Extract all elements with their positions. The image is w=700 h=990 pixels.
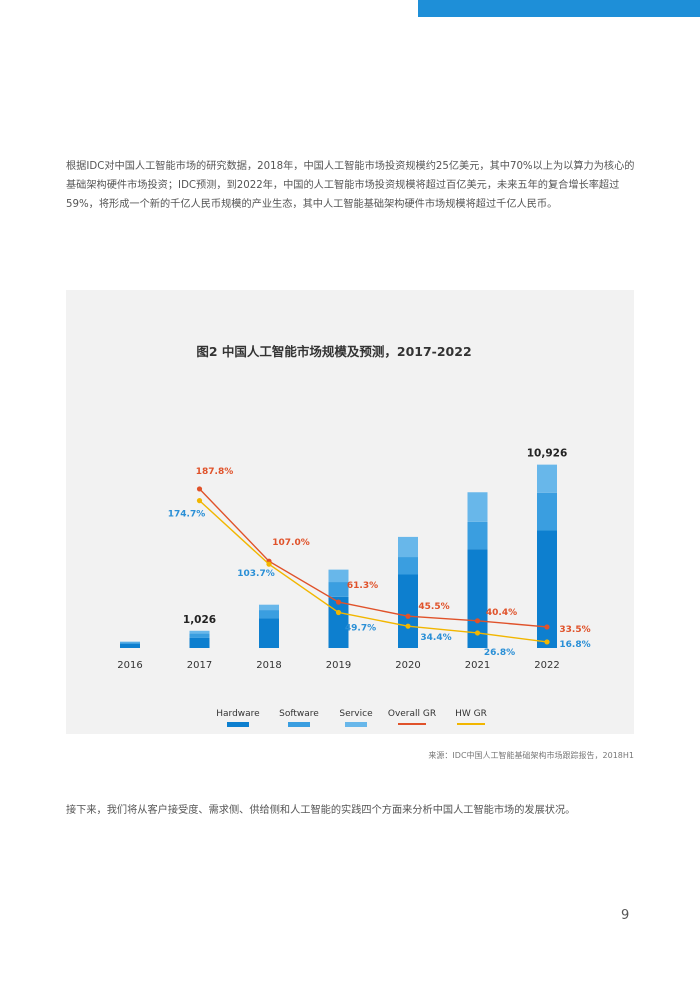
bar-service-2016 — [120, 641, 140, 643]
hw-gr-label-2017: 174.7% — [168, 510, 206, 520]
x-tick-label: 2022 — [534, 660, 559, 671]
total-label-2022: 10,926 — [527, 448, 568, 460]
overall-gr-point-2019 — [335, 599, 342, 605]
bar-service-2018 — [259, 604, 279, 611]
page-number: 9 — [621, 908, 630, 923]
bar-hardware-2017 — [189, 637, 210, 648]
bar-hardware-2020 — [398, 574, 418, 648]
bar-software-2022 — [537, 492, 557, 531]
intro-paragraph: 根据IDC对中国人工智能市场的研究数据，2018年，中国人工智能市场投资规模约2… — [66, 161, 635, 211]
hw-gr-point-2018 — [266, 561, 272, 567]
hw-gr-label-2020: 34.4% — [420, 633, 451, 643]
overall-gr-label-2020: 45.5% — [418, 602, 449, 612]
bar-software-2018 — [259, 610, 279, 619]
x-tick-label: 2018 — [256, 660, 281, 671]
x-tick-label: 2021 — [465, 660, 490, 671]
bar-service-2020 — [398, 536, 418, 558]
hw-gr-label-2019: 49.7% — [345, 623, 376, 633]
bar-service-2017 — [189, 630, 210, 634]
outro-paragraph: 接下来，我们将从客户接受度、需求侧、供给侧和人工智能的实践四个方面来分析中国人工… — [66, 805, 576, 817]
hw-gr-label-2018: 103.7% — [237, 569, 275, 579]
hw-gr-point-2019 — [335, 609, 342, 616]
bar-hardware-2021 — [467, 549, 488, 648]
overall-gr-label-2021: 40.4% — [486, 608, 517, 618]
overall-gr-label-2018: 107.0% — [272, 538, 310, 548]
overall-gr-label-2019: 61.3% — [347, 581, 378, 591]
bar-software-2017 — [189, 633, 210, 638]
hw-gr-point-2021 — [474, 630, 481, 636]
x-tick-label: 2020 — [395, 660, 420, 671]
bar-service-2019 — [328, 569, 349, 583]
hw-gr-point-2022 — [544, 639, 550, 645]
legend-software-label: Software — [279, 709, 319, 719]
source-note: 来源：IDC中国人工智能基础架构市场跟踪报告，2018H1 — [428, 751, 634, 760]
bar-software-2020 — [398, 557, 418, 575]
overall-gr-point-2022 — [544, 624, 550, 630]
overall-gr-point-2017 — [196, 486, 203, 492]
top-accent-bar — [418, 0, 700, 17]
bar-software-2021 — [467, 521, 488, 550]
hw-gr-point-2017 — [196, 498, 203, 504]
bar-hardware-2022 — [537, 530, 557, 648]
legend-hardware-label: Hardware — [216, 709, 260, 719]
bar-service-2022 — [537, 464, 557, 493]
legend-service-swatch — [345, 722, 367, 727]
hw-gr-point-2020 — [405, 623, 411, 629]
bar-hardware-2016 — [120, 643, 140, 648]
overall-gr-label-2017: 187.8% — [196, 467, 234, 477]
bar-software-2016 — [120, 642, 140, 644]
overall-gr-line — [198, 488, 548, 628]
overall-gr-point-2020 — [405, 613, 411, 619]
bar-software-2019 — [328, 582, 349, 597]
overall-gr-label-2022: 33.5% — [559, 625, 590, 635]
hw-gr-label-2021: 26.8% — [484, 648, 515, 658]
legend-hw-gr-label: HW GR — [455, 709, 487, 719]
bar-service-2021 — [467, 492, 488, 522]
total-label-2017: 1,026 — [183, 614, 216, 626]
market-size-chart: 图2 中国人工智能市场规模及预测，2017-2022 1,026 10,926 18… — [117, 344, 591, 727]
legend-overall-gr-label: Overall GR — [388, 709, 436, 719]
bar-hardware-2018 — [259, 618, 279, 648]
overall-gr-point-2021 — [474, 618, 481, 624]
hw-gr-label-2022: 16.8% — [559, 640, 590, 650]
x-tick-label: 2016 — [117, 660, 142, 671]
legend-service-label: Service — [339, 709, 373, 719]
legend-hardware-swatch — [227, 722, 249, 727]
chart-title: 图2 中国人工智能市场规模及预测，2017-2022 — [196, 344, 471, 359]
legend-software-swatch — [288, 722, 310, 727]
x-tick-label: 2017 — [187, 660, 212, 671]
chart-panel: 图2 中国人工智能市场规模及预测，2017-2022 1,026 10,926 18… — [66, 290, 634, 734]
hw-gr-line — [199, 500, 548, 643]
x-tick-label: 2019 — [326, 660, 351, 671]
